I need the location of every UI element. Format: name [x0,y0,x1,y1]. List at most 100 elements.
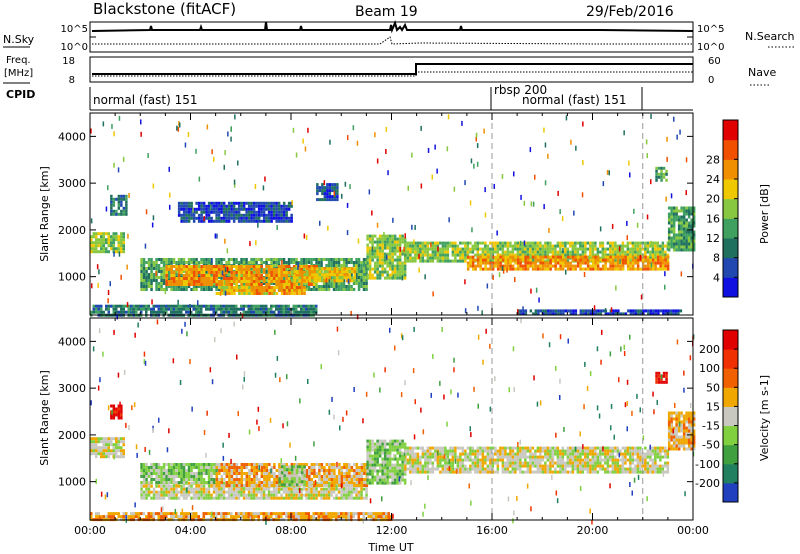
data-cell [386,240,389,244]
data-cell [172,304,175,308]
data-cell [293,279,296,283]
data-cell [609,253,612,257]
data-cell [202,469,206,472]
data-cell [579,264,582,268]
data-cell [150,276,153,279]
data-cell [210,201,213,205]
data-cell [195,463,198,466]
data-cell [157,466,161,469]
data-cell [122,307,125,311]
data-cell [260,307,263,311]
data-cell [451,250,455,254]
data-cell [227,280,231,283]
data-cell [639,267,642,271]
data-cell [240,292,244,295]
data-cell [164,289,167,295]
data-cell [609,247,612,251]
data-cell [551,247,555,251]
data-cell [576,253,580,257]
data-cell [353,273,356,277]
data-cell [207,204,211,208]
data-cell [666,264,670,268]
data-cell [107,298,109,304]
data-cell [255,292,259,295]
data-cell [207,469,211,472]
data-cell [187,493,191,497]
data-cell [215,207,218,211]
data-cell [110,238,113,242]
data-cell [388,249,392,253]
data-cell [331,273,334,277]
data-cell [327,261,331,264]
data-cell [247,490,251,494]
data-cell [115,247,118,251]
data-cell [524,258,527,262]
data-cell [644,247,647,251]
data-cell [182,484,186,488]
data-cell [280,268,283,271]
data-cell [347,285,351,288]
data-cell [411,259,415,263]
data-cell [150,288,153,291]
data-cell [621,258,625,262]
data-cell [331,270,334,274]
data-cell [122,212,126,216]
data-cell [157,496,161,500]
data-cell [140,469,143,472]
data-cell [406,241,410,245]
data-cell [112,404,116,408]
data-cell [295,261,298,264]
data-cell [322,285,326,288]
data-cell [210,475,213,478]
data-cell [215,283,218,286]
data-cell [147,258,151,261]
data-cell [287,204,291,208]
data-cell [381,270,384,274]
data-cell [660,169,663,173]
data-cell [587,309,590,313]
data-cell [634,241,637,245]
data-cell [469,247,472,251]
data-cell [386,270,389,274]
data-cell [398,276,402,280]
data-cell [662,309,665,313]
data-cell [548,227,550,233]
data-cell [282,271,286,274]
data-cell [162,310,165,314]
data-cell [207,475,211,478]
data-cell [202,280,206,283]
data-cell [210,463,213,466]
data-cell [228,481,231,484]
data-cell [237,213,241,217]
data-cell [608,170,610,176]
data-cell [682,206,686,210]
data-cell [601,247,605,251]
data-cell [255,310,258,314]
data-cell [285,267,288,270]
data-cell [227,310,230,314]
data-cell [140,288,143,291]
data-cell [337,261,341,264]
data-cell [140,258,143,261]
data-cell [594,255,597,259]
data-cell [609,258,612,262]
data-cell [564,258,567,262]
data-cell [175,273,178,276]
data-cell [559,261,562,265]
data-cell [277,490,281,494]
data-cell [499,241,502,245]
data-cell [584,247,587,251]
data-cell [464,250,467,254]
data-cell [209,204,212,210]
data-cell [207,304,210,308]
data-cell [162,282,166,285]
data-cell [355,496,358,500]
data-cell [155,478,158,481]
data-cell [344,181,347,187]
data-cell [306,273,309,277]
data-cell [624,255,627,259]
data-cell [192,463,196,466]
data-cell [170,285,173,288]
data-cell [282,490,286,494]
data-cell [177,271,181,274]
